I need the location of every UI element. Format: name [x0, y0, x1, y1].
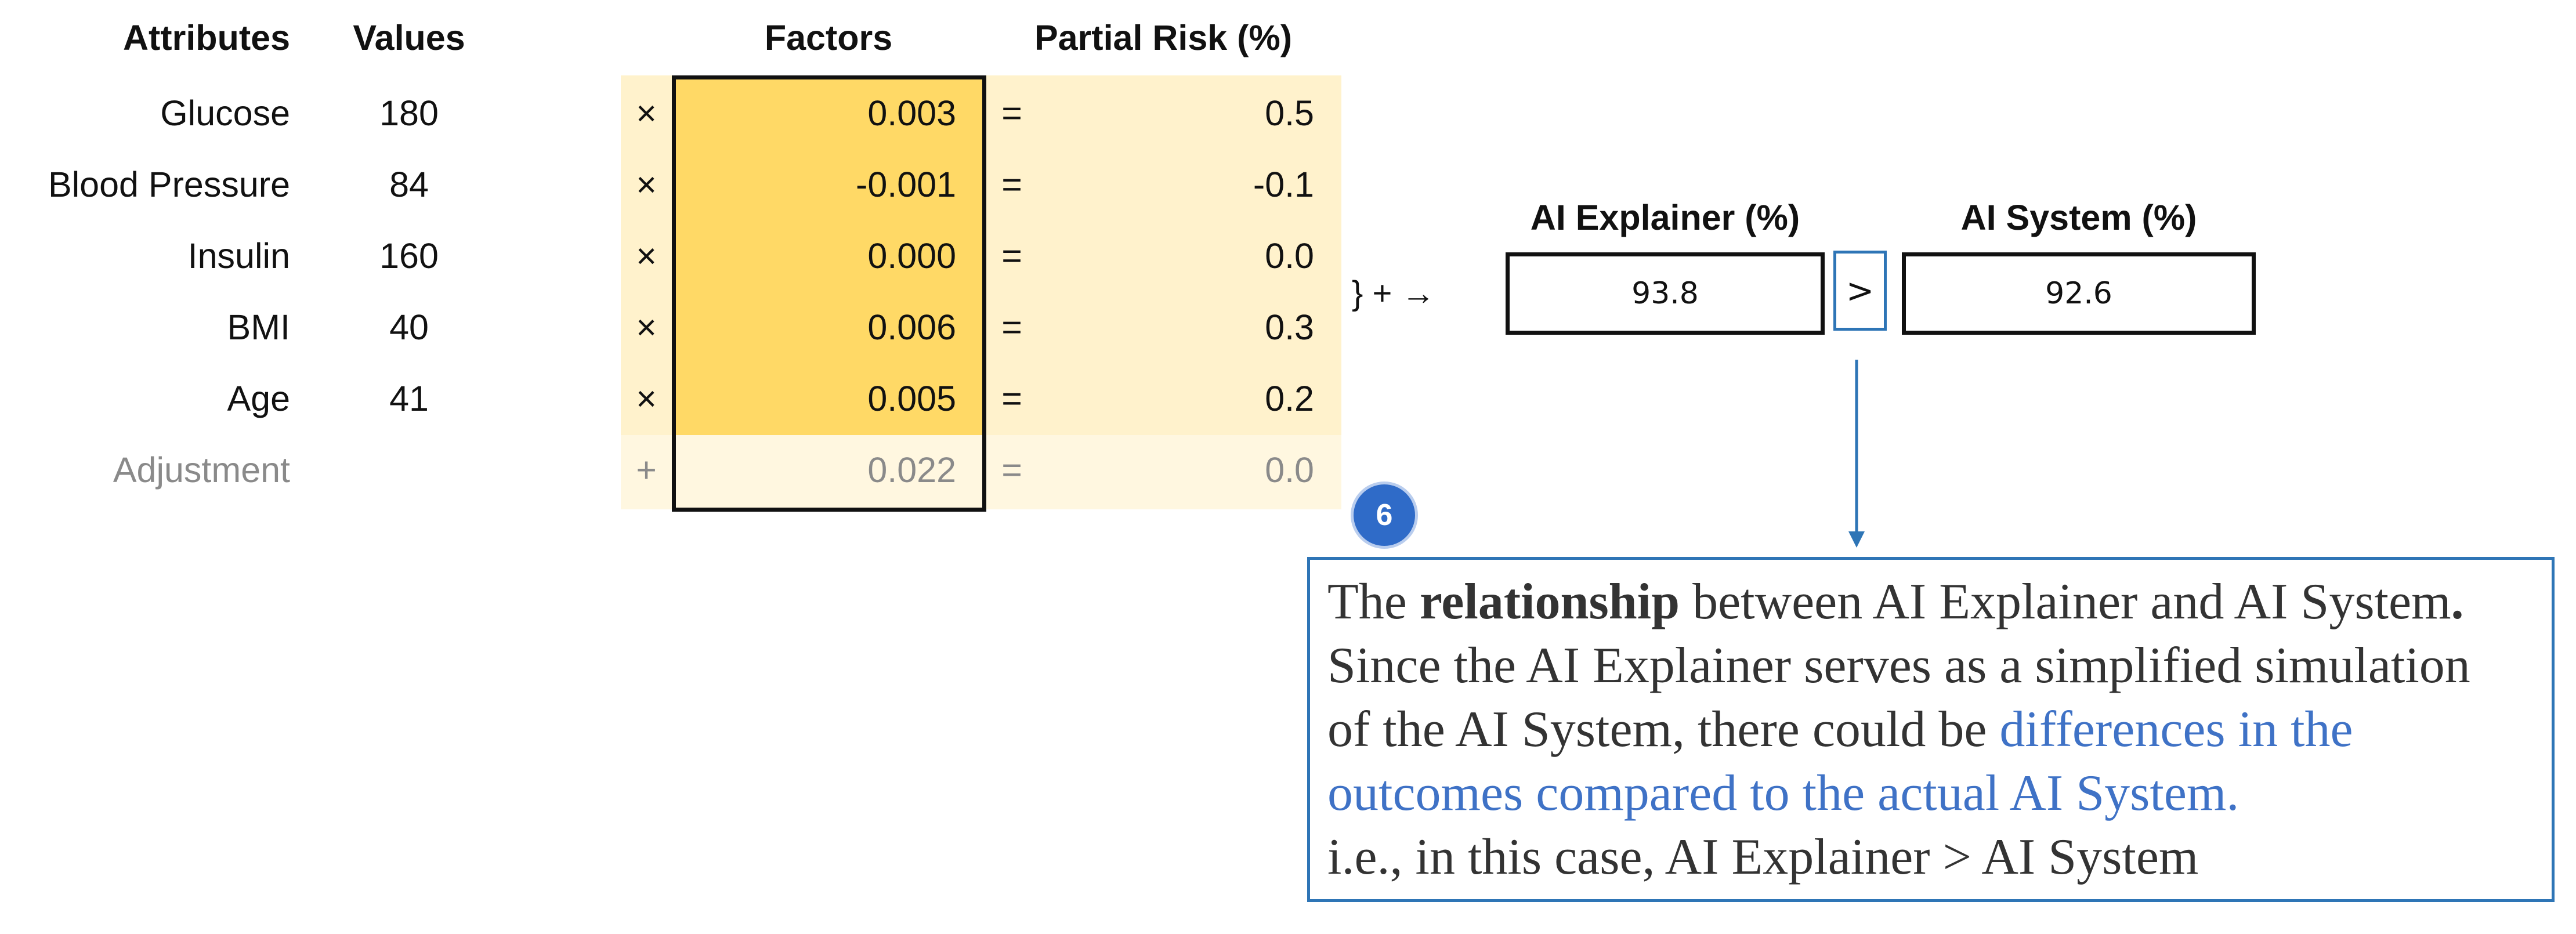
- ai-system-value-box: 92.6: [1902, 252, 2256, 335]
- attribute-label: Blood Pressure: [48, 165, 290, 204]
- ai-explainer-label: AI Explainer (%): [1530, 198, 1800, 237]
- equals-operator: =: [1001, 165, 1022, 204]
- attribute-value: 41: [389, 379, 429, 418]
- multiply-operator: ×: [636, 93, 657, 133]
- factor-value: 0.003: [867, 93, 956, 133]
- factors-column-frame: [672, 75, 986, 512]
- attribute-label: BMI: [227, 307, 290, 347]
- equals-operator: =: [1001, 236, 1022, 276]
- adjustment-row-band: [621, 435, 1341, 509]
- partial-risk-value: -0.1: [1253, 165, 1314, 204]
- equals-operator: =: [1001, 93, 1022, 133]
- ai-explainer-value: 93.8: [1631, 276, 1699, 311]
- attribute-value: 40: [389, 307, 429, 347]
- attribute-label: Age: [227, 379, 290, 418]
- partial-risk-value: 0.5: [1265, 93, 1314, 133]
- ai-system-label: AI System (%): [1960, 198, 2197, 237]
- equals-operator: =: [1001, 379, 1022, 418]
- attribute-value: 180: [379, 93, 439, 133]
- partial-risk-value: 0.2: [1265, 379, 1314, 418]
- factor-value: 0.005: [867, 379, 956, 418]
- equals-operator: =: [1001, 450, 1022, 490]
- attribute-label: Glucose: [160, 93, 290, 133]
- comparison-box: >: [1833, 251, 1887, 331]
- multiply-operator: ×: [636, 165, 657, 204]
- explanation-callout: The relationship between AI Explainer an…: [1307, 557, 2555, 902]
- ai-explainer-value-box: 93.8: [1506, 252, 1825, 335]
- callout-line-1: The relationship between AI Explainer an…: [1327, 574, 2464, 630]
- partial-risk-header: Partial Risk (%): [1034, 18, 1293, 57]
- sum-arrow-symbols: } + →: [1352, 274, 1435, 312]
- partial-risk-value: 0.3: [1265, 307, 1314, 347]
- multiply-operator: ×: [636, 379, 657, 418]
- attribute-value: 84: [389, 165, 429, 204]
- adjustment-factor: 0.022: [867, 450, 956, 490]
- attribute-label: Insulin: [187, 236, 290, 276]
- partial-risk-value: 0.0: [1265, 236, 1314, 276]
- factor-value: 0.006: [867, 307, 956, 347]
- factor-value: 0.000: [867, 236, 956, 276]
- callout-line-5: i.e., in this case, AI Explainer > AI Sy…: [1327, 829, 2199, 885]
- callout-line-4: outcomes compared to the actual AI Syste…: [1327, 765, 2239, 821]
- multiply-operator: ×: [636, 236, 657, 276]
- factors-header: Factors: [764, 18, 893, 57]
- step-badge: 6: [1354, 484, 1415, 546]
- greater-than-symbol: >: [1846, 271, 1875, 310]
- plus-operator: +: [636, 450, 657, 490]
- equals-operator: =: [1001, 307, 1022, 347]
- adjustment-label: Adjustment: [113, 450, 290, 490]
- adjustment-risk: 0.0: [1265, 450, 1314, 490]
- callout-line-2: Since the AI Explainer serves as a simpl…: [1327, 638, 2470, 694]
- factor-value: -0.001: [856, 165, 956, 204]
- multiply-operator: ×: [636, 307, 657, 347]
- connector-arrow: [1848, 360, 1865, 548]
- values-header: Values: [353, 18, 465, 57]
- attribute-value: 160: [379, 236, 439, 276]
- factors-highlight: [672, 75, 985, 435]
- ai-system-value: 92.6: [2045, 276, 2112, 311]
- step-number: 6: [1376, 498, 1393, 532]
- callout-line-3: of the AI System, there could be differe…: [1327, 701, 2353, 758]
- attributes-header: Attributes: [122, 18, 290, 57]
